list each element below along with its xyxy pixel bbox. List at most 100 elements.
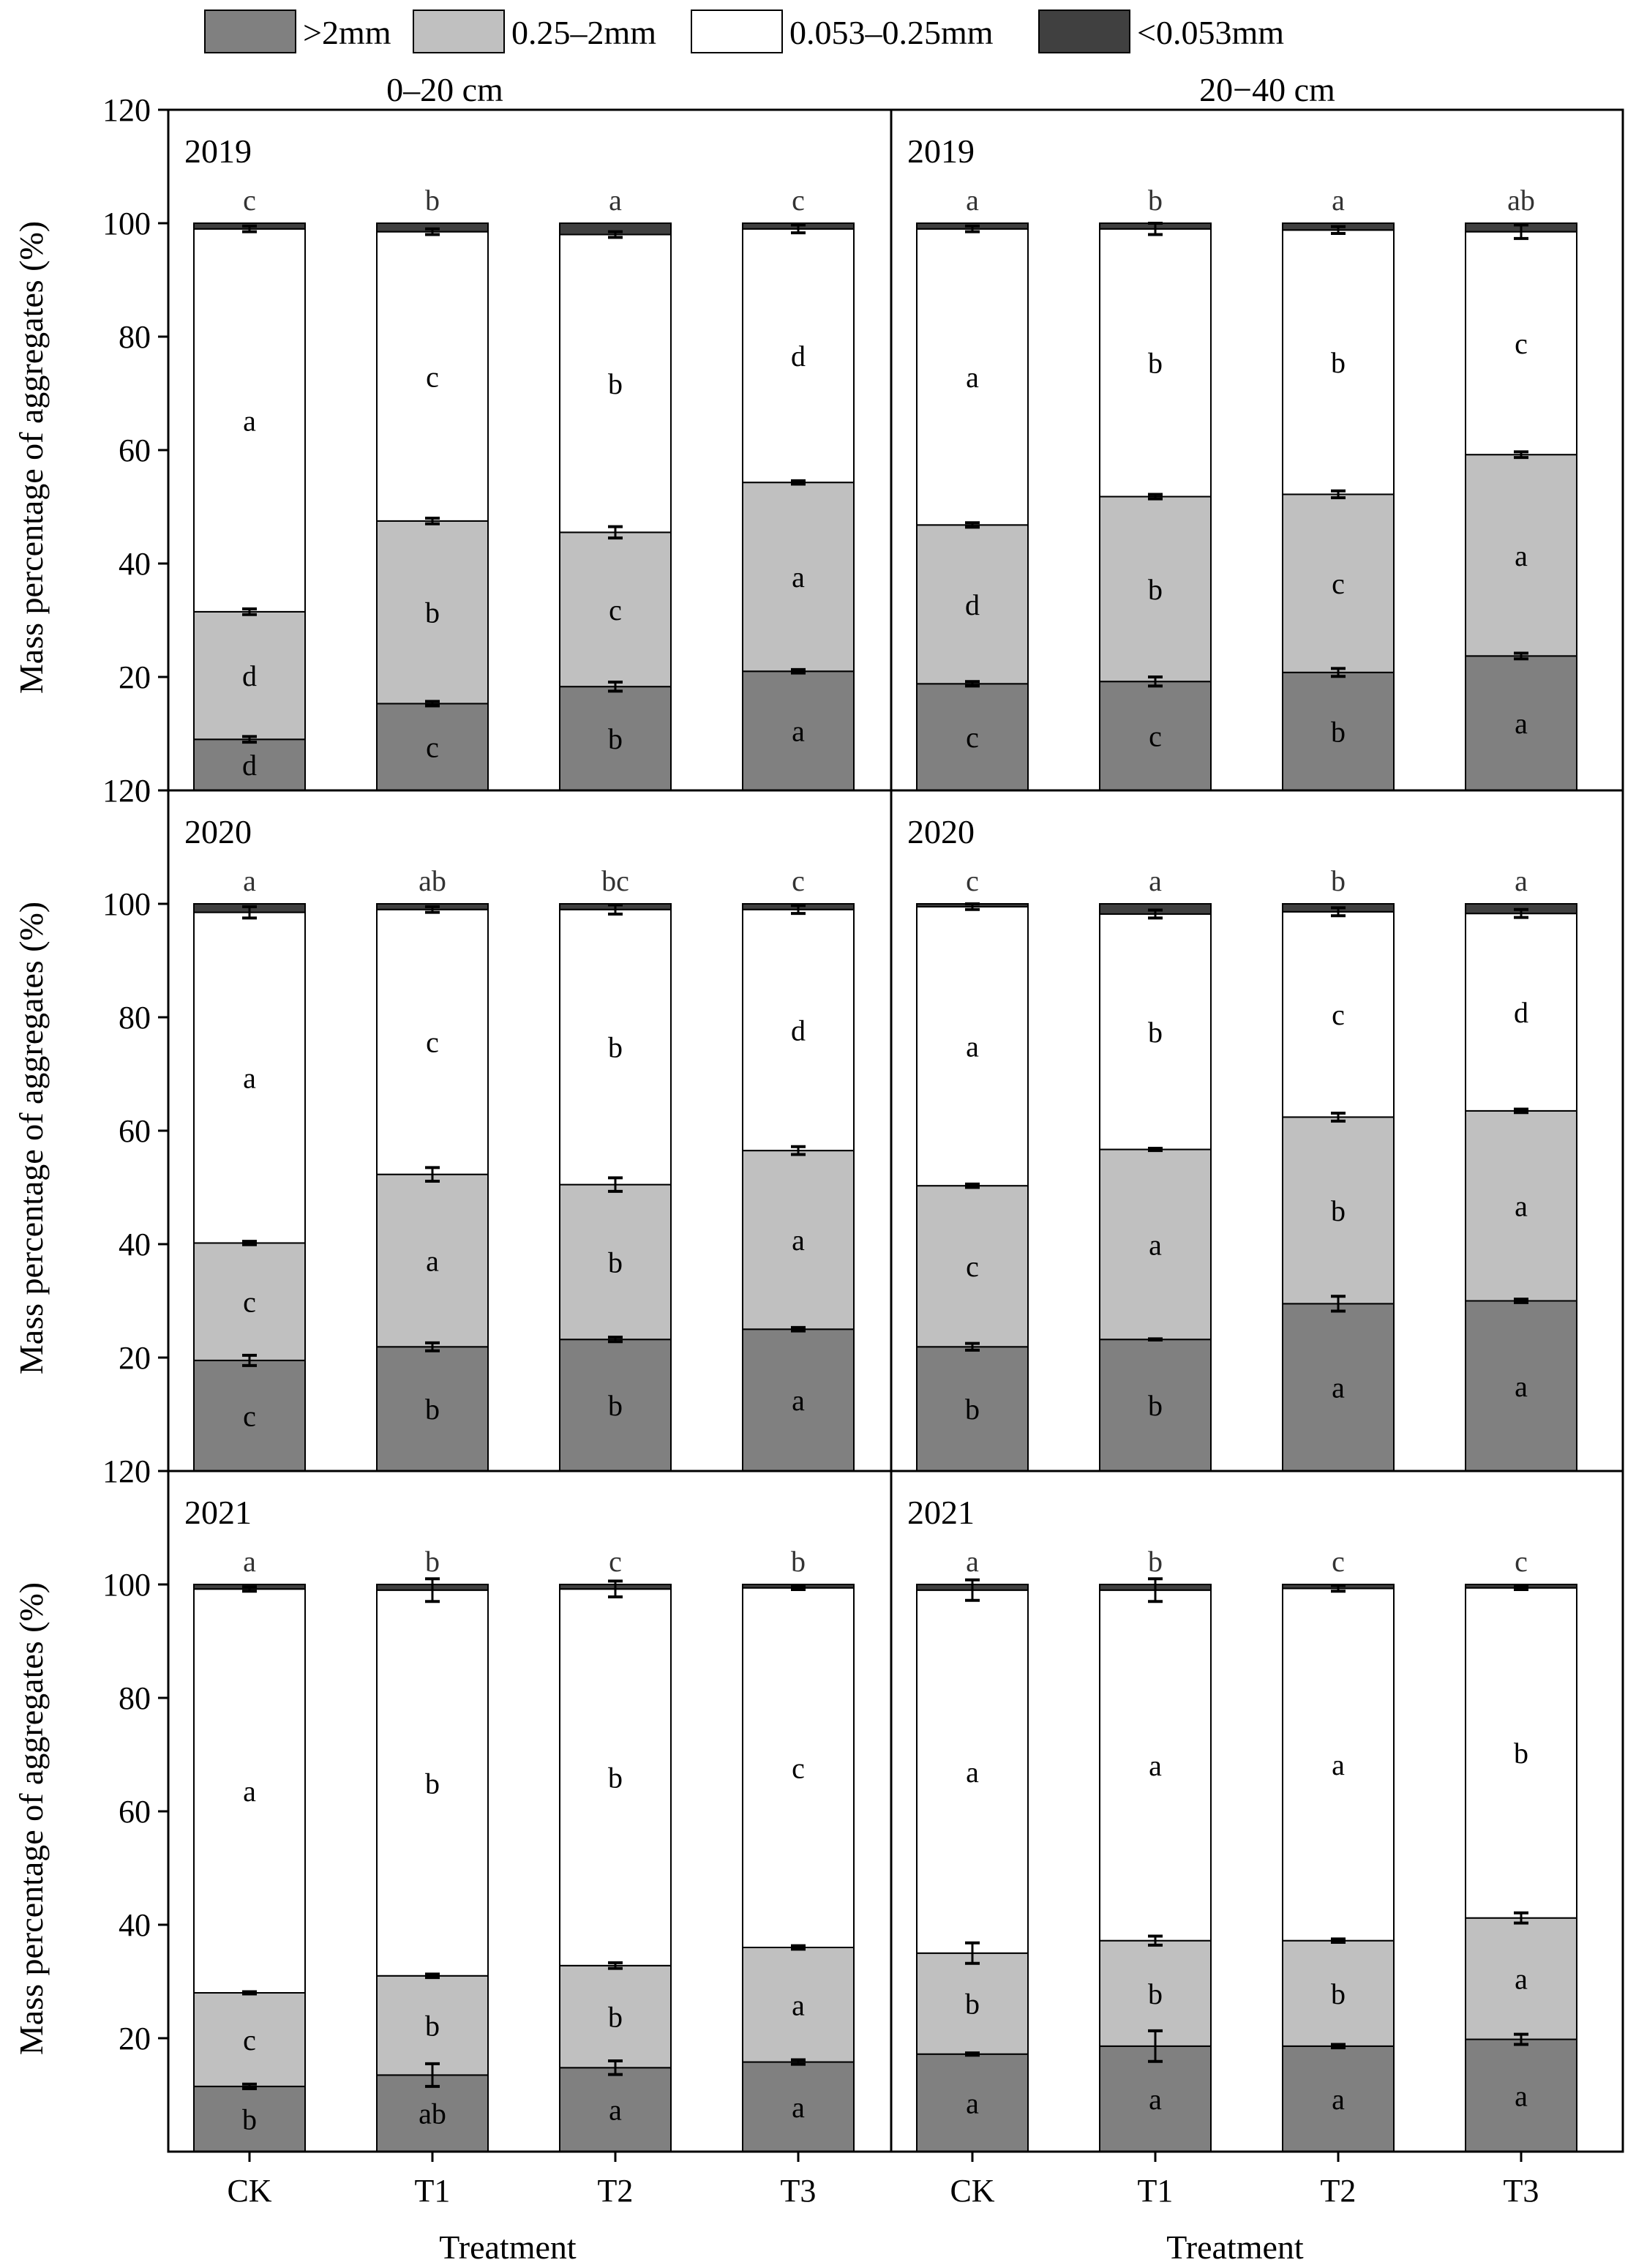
bar-segment-T3-3: [1465, 913, 1577, 1112]
bar-segment-T3-1: [742, 670, 855, 791]
bar-segment-T3-3: [742, 908, 855, 1152]
significance-letter: c: [1332, 1545, 1345, 1578]
significance-letter: b: [791, 1545, 806, 1578]
significance-letter: a: [243, 404, 256, 437]
significance-letter: d: [791, 340, 806, 373]
bar-segment-T3-3: [742, 1587, 855, 1948]
significance-letter: c: [243, 184, 256, 217]
panel-2019-20-40cm: 2019 c d a a c b b b b c b a a a c ab: [907, 132, 1577, 792]
significance-letter: c: [243, 2024, 256, 2056]
significance-letter: c: [609, 1545, 622, 1578]
significance-letter: a: [1332, 2083, 1345, 2116]
bar-segment-T2-2: [559, 531, 672, 688]
y-tick-label: 60: [119, 1794, 151, 1830]
significance-letter: b: [1331, 1194, 1346, 1227]
significance-letter: b: [608, 722, 623, 755]
significance-letter: c: [792, 864, 805, 897]
significance-letter: c: [1149, 720, 1162, 753]
significance-letter: b: [1514, 1737, 1528, 1770]
significance-letter: b: [608, 367, 623, 400]
significance-letter: ab: [419, 864, 446, 897]
significance-letter: c: [1332, 998, 1345, 1031]
significance-letter: ab: [419, 2097, 446, 2130]
significance-letter: ab: [1507, 184, 1535, 217]
bar-segment-T1-2: [376, 1173, 489, 1348]
significance-letter: a: [792, 1988, 805, 2021]
bar-segment-T2-2: [559, 1964, 672, 2069]
significance-letter: a: [243, 1545, 256, 1578]
significance-letter: a: [426, 1244, 439, 1277]
y-tick-label: 120: [102, 92, 151, 128]
legend-swatch: [1038, 10, 1130, 53]
significance-letter: b: [1331, 864, 1346, 897]
significance-letter: b: [1331, 1977, 1346, 2010]
depth-title-left: 0–20 cm: [386, 71, 503, 108]
bar-segment-CK-1: [193, 1359, 306, 1472]
legend-swatch: [691, 10, 783, 53]
x-axis-label: Treatment: [439, 2228, 577, 2266]
significance-letter: a: [1149, 1749, 1162, 1782]
bar-segment-T3-3: [742, 228, 855, 484]
axes: 0 20 40 60 80 100 120 Mass percentage of aggreg…: [12, 92, 1624, 2266]
bar-segment-T1-3: [1099, 1589, 1212, 1942]
bar-segment-T1-2: [376, 1975, 489, 2076]
significance-letter: a: [243, 1062, 256, 1095]
x-tick-label: T1: [1138, 2173, 1174, 2209]
significance-letter: a: [1515, 1963, 1528, 1996]
significance-letter: a: [792, 715, 805, 748]
significance-letter: b: [1331, 346, 1346, 379]
bar-segment-T3-2: [742, 482, 855, 673]
year-label: 2021: [907, 1494, 975, 1531]
bar-segment-T1-1: [376, 703, 489, 791]
significance-letter: b: [425, 1393, 440, 1426]
significance-letter: c: [426, 1026, 439, 1059]
x-tick-label: T1: [415, 2173, 451, 2209]
significance-letter: a: [1515, 1190, 1528, 1223]
chart-panels: 2019ddaccbcbbcbaaadc2019cdaacbbbbcbaaaca…: [184, 132, 1577, 2153]
panel-2020-20-40cm: 2020 b c a c b a b a a b c b a a d a: [907, 813, 1577, 1472]
significance-letter: bc: [601, 864, 629, 897]
y-tick-label: 100: [102, 1567, 151, 1603]
bar-segment-T2-2: [559, 1183, 672, 1341]
panel-2019-0-20cm: 2019 d d a c c b c b b c b a a a d c: [184, 132, 855, 791]
bar-segment-CK-2: [916, 1952, 1029, 2055]
significance-letter: a: [966, 184, 979, 217]
significance-letter: b: [1148, 347, 1163, 380]
bar-segment-T2-3: [1282, 1587, 1395, 1942]
bar-segment-T1-2: [1099, 495, 1212, 683]
significance-letter: c: [1515, 1545, 1528, 1578]
significance-letter: b: [608, 2001, 623, 2034]
bar-segment-T2-1: [1282, 1303, 1395, 1472]
x-tick-label: T3: [1504, 2173, 1539, 2209]
significance-letter: b: [608, 1389, 623, 1422]
significance-letter: a: [792, 561, 805, 594]
legend-swatch: [204, 10, 296, 53]
significance-letter: a: [1515, 707, 1528, 740]
significance-letter: c: [1515, 327, 1528, 360]
bar-segment-CK-3: [916, 228, 1029, 526]
bar-segment-T2-2: [1282, 493, 1395, 673]
legend: >2mm 0.25–2mm 0.053–0.25mm <0.053mm: [204, 10, 1284, 53]
bar-segment-CK-2: [916, 1185, 1029, 1348]
bar-segment-T1-1: [376, 1346, 489, 1472]
significance-letter: b: [425, 1767, 440, 1800]
y-tick-label: 20: [119, 2021, 151, 2056]
significance-letter: d: [242, 659, 257, 692]
bar-segment-CK-2: [193, 1242, 306, 1361]
significance-letter: b: [425, 1545, 440, 1578]
x-tick-label: T3: [781, 2173, 817, 2209]
significance-letter: c: [426, 731, 439, 764]
significance-letter: c: [426, 360, 439, 393]
bar-segment-T3-1: [1465, 2038, 1577, 2153]
bar-segment-CK-1: [916, 683, 1029, 791]
year-label: 2021: [184, 1494, 252, 1531]
legend-label: 0.25–2mm: [511, 14, 656, 51]
bar-segment-T2-3: [1282, 910, 1395, 1118]
significance-letter: c: [966, 864, 979, 897]
depth-title-right: 20−40 cm: [1199, 71, 1335, 108]
bar-segment-T1-2: [376, 520, 489, 705]
significance-letter: a: [792, 1224, 805, 1257]
